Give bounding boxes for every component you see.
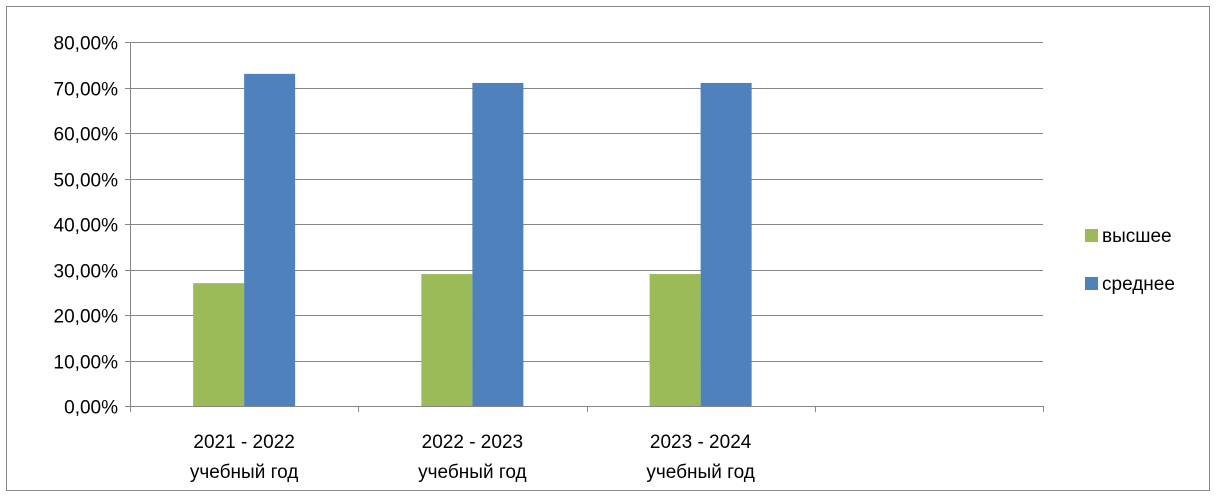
x-tick-labels: 2021 - 2022 учебный год 2022 - 2023 учебный…: [190, 432, 755, 483]
bar-среднее: [700, 82, 752, 406]
y-tick-label: 70,00%: [54, 80, 119, 101]
legend: высшее среднее: [1085, 226, 1175, 295]
y-tick-label: 50,00%: [54, 171, 119, 192]
x-tick-label: учебный год: [646, 462, 754, 483]
y-tick-label: 0,00%: [64, 398, 118, 419]
bar-высшее: [649, 274, 701, 406]
legend-label-высшее: высшее: [1102, 226, 1172, 247]
y-tick-label: 80,00%: [54, 34, 119, 55]
axes: [125, 42, 1044, 412]
x-tick-label: учебный год: [418, 462, 526, 483]
bar-среднее: [472, 82, 524, 406]
bar-высшее: [421, 274, 473, 406]
legend-label-среднее: среднее: [1102, 274, 1175, 295]
y-tick-label: 10,00%: [54, 353, 119, 374]
x-tick-label: 2022 - 2023: [422, 432, 523, 453]
y-tick-label: 20,00%: [54, 307, 119, 328]
legend-swatch-высшее: [1085, 229, 1098, 242]
x-tick-label: 2021 - 2022: [193, 432, 294, 453]
y-tick-label: 60,00%: [54, 125, 119, 146]
bar-высшее: [193, 283, 245, 406]
y-tick-labels: 0,00% 10,00% 20,00% 30,00% 40,00% 50,00% 60,00…: [54, 34, 119, 419]
chart-frame: [6, 6, 1210, 491]
legend-swatch-среднее: [1085, 277, 1098, 290]
y-tick-label: 30,00%: [54, 262, 119, 283]
bar-среднее: [244, 73, 296, 406]
bars: [193, 73, 752, 406]
x-tick-label: учебный год: [190, 462, 298, 483]
x-tick-label: 2023 - 2024: [650, 432, 752, 453]
y-tick-label: 40,00%: [54, 216, 119, 237]
